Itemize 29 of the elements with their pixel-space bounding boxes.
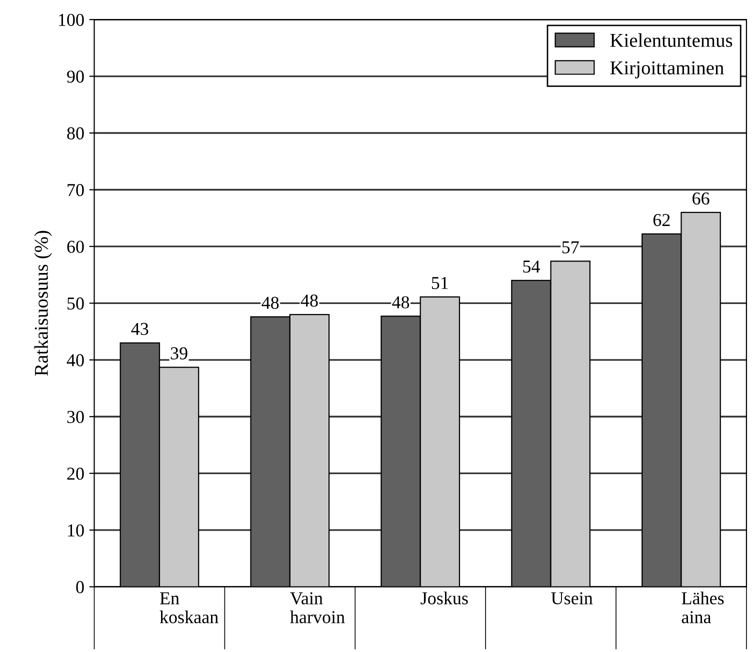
y-tick-label: 100	[59, 14, 84, 26]
y-tick-label: 0	[76, 581, 84, 594]
data-label: 48	[300, 294, 318, 307]
y-tick-label: 10	[68, 524, 84, 537]
y-tick-label: 60	[67, 240, 84, 253]
data-label: 48	[262, 296, 279, 309]
data-label: 57	[562, 241, 579, 254]
y-tick-label: 70	[68, 184, 84, 196]
x-tick-label: En koskaan	[160, 592, 218, 624]
data-label: 62	[653, 214, 670, 226]
x-tick-label: Joskus	[420, 592, 468, 604]
data-label: 66	[692, 192, 710, 205]
y-tick-label: 40	[66, 354, 84, 366]
x-tick-label: Usein	[551, 592, 593, 604]
y-tick-label: 30	[67, 410, 84, 424]
legend-label: Kirjoittaminen	[610, 61, 724, 78]
y-tick-label: 50	[68, 297, 84, 310]
y-axis-title: Ratkaisuosuus (%)	[34, 230, 52, 376]
data-label: 48	[392, 296, 410, 308]
x-tick-label: Vain harvoin	[290, 592, 345, 624]
data-label: 51	[432, 277, 448, 290]
y-tick-label: 80	[67, 127, 84, 140]
y-tick-label: 20	[67, 468, 84, 480]
legend-label: Kielentuntemus	[610, 33, 732, 47]
data-label: 54	[523, 260, 540, 273]
data-label: 39	[170, 347, 188, 360]
y-tick-label: 90	[67, 70, 84, 83]
data-label: 43	[131, 322, 148, 336]
x-tick-label: Lähes aina	[682, 592, 724, 624]
